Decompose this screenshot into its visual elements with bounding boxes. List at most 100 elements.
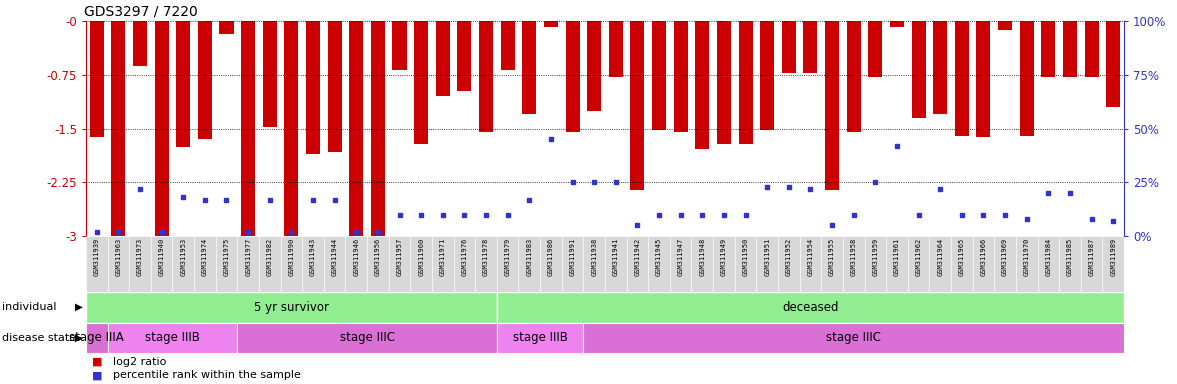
Bar <box>215 236 238 292</box>
Text: GSM311962: GSM311962 <box>916 238 922 276</box>
Text: GSM311979: GSM311979 <box>505 238 511 276</box>
Bar <box>696 21 710 149</box>
Text: GSM311951: GSM311951 <box>764 238 770 276</box>
Bar <box>500 21 514 70</box>
Text: GSM311966: GSM311966 <box>980 238 986 276</box>
Bar <box>86 323 107 353</box>
Text: individual: individual <box>2 302 56 312</box>
Text: GSM311959: GSM311959 <box>872 238 878 276</box>
Bar <box>930 236 951 292</box>
Text: GSM311945: GSM311945 <box>656 238 661 276</box>
Text: GSM311982: GSM311982 <box>267 238 273 276</box>
Text: GSM311958: GSM311958 <box>851 238 857 276</box>
Text: GSM311943: GSM311943 <box>310 238 315 276</box>
Text: GSM311977: GSM311977 <box>245 238 251 276</box>
Text: GDS3297 / 7220: GDS3297 / 7220 <box>84 5 198 18</box>
Bar <box>1016 236 1037 292</box>
Bar <box>458 21 472 91</box>
Bar <box>760 21 774 130</box>
Bar <box>346 236 367 292</box>
Text: ▶: ▶ <box>75 302 84 312</box>
Bar <box>778 236 799 292</box>
Text: stage IIIA: stage IIIA <box>69 331 124 344</box>
Bar <box>757 236 778 292</box>
Bar <box>259 236 280 292</box>
Bar <box>86 292 497 323</box>
Bar <box>584 236 605 292</box>
Bar <box>497 236 518 292</box>
Bar <box>864 236 886 292</box>
Bar <box>1042 21 1056 77</box>
Bar <box>107 236 129 292</box>
Bar <box>107 323 238 353</box>
Bar <box>497 292 1124 323</box>
Text: GSM311973: GSM311973 <box>137 238 142 276</box>
Bar <box>713 236 734 292</box>
Bar <box>432 236 453 292</box>
Bar <box>972 236 995 292</box>
Text: GSM311987: GSM311987 <box>1089 238 1095 276</box>
Bar <box>371 21 385 236</box>
Bar <box>1084 21 1098 77</box>
Bar <box>673 21 687 132</box>
Bar <box>565 21 579 132</box>
Text: GSM311950: GSM311950 <box>743 238 749 276</box>
Bar <box>734 236 757 292</box>
Bar <box>933 21 947 114</box>
Text: GSM311939: GSM311939 <box>94 238 100 276</box>
Bar <box>327 21 341 152</box>
Text: GSM311947: GSM311947 <box>678 238 684 276</box>
Bar <box>670 236 691 292</box>
Bar <box>112 21 126 236</box>
Text: GSM311952: GSM311952 <box>786 238 792 276</box>
Bar <box>911 21 925 118</box>
Text: stage IIIC: stage IIIC <box>826 331 882 344</box>
Bar <box>198 21 212 139</box>
Text: GSM311953: GSM311953 <box>180 238 186 276</box>
Bar <box>822 236 843 292</box>
Text: GSM311969: GSM311969 <box>1002 238 1008 276</box>
Bar <box>497 323 584 353</box>
Bar <box>306 21 320 154</box>
Bar <box>804 21 818 73</box>
Text: GSM311986: GSM311986 <box>548 238 554 276</box>
Bar <box>219 21 233 34</box>
Bar <box>238 236 259 292</box>
Bar <box>587 21 601 111</box>
Bar <box>561 236 584 292</box>
Bar <box>907 236 930 292</box>
Bar <box>154 21 168 236</box>
Bar <box>238 323 497 353</box>
Text: GSM311991: GSM311991 <box>570 238 576 276</box>
Bar <box>177 21 191 147</box>
Text: stage IIIC: stage IIIC <box>340 331 394 344</box>
Bar <box>133 21 147 66</box>
Bar <box>799 236 822 292</box>
Bar <box>523 21 537 114</box>
Bar <box>955 21 969 136</box>
Text: GSM311965: GSM311965 <box>959 238 965 276</box>
Bar <box>825 21 839 190</box>
Text: stage IIIB: stage IIIB <box>513 331 567 344</box>
Bar <box>285 21 299 236</box>
Text: ▶: ▶ <box>75 333 84 343</box>
Bar <box>782 21 796 73</box>
Text: GSM311970: GSM311970 <box>1024 238 1030 276</box>
Text: GSM311971: GSM311971 <box>440 238 446 276</box>
Bar <box>367 236 388 292</box>
Bar <box>998 21 1012 30</box>
Bar <box>1019 21 1033 136</box>
Bar <box>977 21 991 137</box>
Text: GSM311956: GSM311956 <box>375 238 381 276</box>
Text: GSM311941: GSM311941 <box>613 238 619 276</box>
Text: GSM311957: GSM311957 <box>397 238 403 276</box>
Text: ■: ■ <box>92 357 102 367</box>
Bar <box>476 236 497 292</box>
Bar <box>388 236 411 292</box>
Text: GSM311974: GSM311974 <box>202 238 208 276</box>
Bar <box>241 21 255 236</box>
Text: deceased: deceased <box>783 301 839 314</box>
Text: GSM311960: GSM311960 <box>418 238 424 276</box>
Bar <box>89 21 104 137</box>
Text: GSM311944: GSM311944 <box>332 238 338 276</box>
